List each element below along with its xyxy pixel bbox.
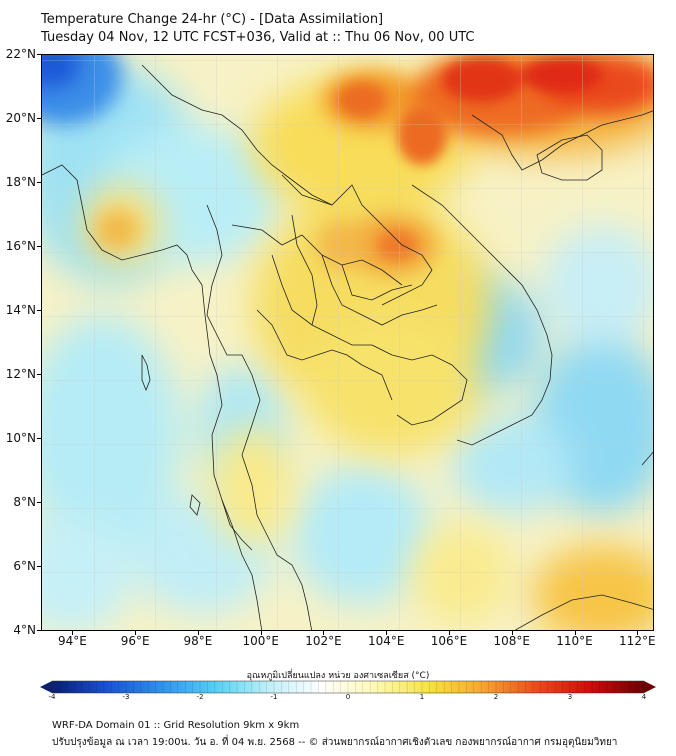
colorbar-min-arrow	[40, 681, 52, 693]
lat-tick	[37, 438, 41, 439]
lon-tick	[135, 631, 137, 635]
lon-label: 112°E	[619, 634, 656, 648]
colorbar-tick-label: 4	[641, 693, 647, 701]
lon-tick	[449, 631, 450, 635]
colorbar-max-arrow	[644, 681, 656, 693]
lon-label: 106°E	[430, 634, 468, 648]
lat-tick	[37, 182, 41, 183]
lat-tick	[37, 54, 41, 55]
lat-tick	[37, 502, 41, 503]
lon-tick	[323, 631, 325, 635]
lon-tick	[197, 631, 199, 635]
lat-tick	[37, 630, 41, 631]
lon-label: 96°E	[120, 634, 150, 648]
lat-label: 6°N	[13, 559, 36, 573]
lat-tick	[37, 566, 41, 567]
lat-label: 14°N	[5, 303, 36, 317]
chart-subtitle: Tuesday 04 Nov, 12 UTC FCST+036, Valid a…	[41, 30, 475, 45]
lat-tick	[37, 246, 41, 247]
lon-label: 104°E	[367, 634, 405, 648]
lon-tick	[72, 631, 74, 635]
lon-label: 102°E	[305, 634, 342, 648]
lon-label: 98°E	[183, 634, 213, 648]
colorbar-tick-label: -4	[48, 693, 56, 701]
footer-update-info: ปรับปรุงข้อมูล ณ เวลา 19:00น. วัน อ. ที่…	[52, 737, 618, 748]
lon-label: 108°E	[493, 634, 531, 648]
temperature-change-field	[42, 55, 653, 630]
colorbar-gradient	[51, 680, 645, 694]
map-area[interactable]	[41, 54, 654, 631]
lat-tick	[37, 118, 41, 119]
lat-label: 10°N	[5, 431, 36, 445]
lon-tick	[511, 631, 513, 635]
colorbar-tick-label: 0	[345, 693, 351, 701]
lat-label: 8°N	[13, 495, 36, 509]
colorbar-tick-label: -2	[196, 693, 204, 701]
lon-tick	[260, 631, 262, 635]
lon-tick	[574, 631, 576, 635]
lon-label: 100°E	[242, 634, 279, 648]
lat-label: 22°N	[5, 47, 36, 61]
colorbar-tick-label: -1	[270, 693, 278, 701]
colorbar-title: อุณหภูมิเปลี่ยนแปลง หน่วย องศาเซลเซียส (…	[246, 671, 430, 681]
colorbar	[40, 680, 656, 694]
lat-label: 18°N	[5, 175, 36, 189]
lon-label: 110°E	[556, 634, 593, 648]
lon-tick	[637, 631, 639, 635]
lat-tick	[37, 374, 41, 375]
colorbar-tick-label: -3	[122, 693, 130, 701]
footer-model-info: WRF-DA Domain 01 :: Grid Resolution 9km …	[52, 720, 300, 731]
lat-tick	[37, 310, 41, 311]
coastlines-and-borders	[42, 64, 653, 630]
lat-label: 16°N	[5, 239, 36, 253]
colorbar-tick-label: 1	[419, 693, 425, 701]
colorbar-tick-label: 3	[567, 693, 573, 701]
colorbar-tick-label: 2	[493, 693, 499, 701]
lat-label: 12°N	[5, 367, 36, 381]
lat-label: 20°N	[5, 111, 36, 125]
lon-tick	[386, 631, 388, 635]
lon-label: 94°E	[57, 634, 87, 648]
chart-title: Temperature Change 24-hr (°C) - [Data As…	[41, 12, 384, 27]
lat-label: 4°N	[13, 623, 36, 637]
